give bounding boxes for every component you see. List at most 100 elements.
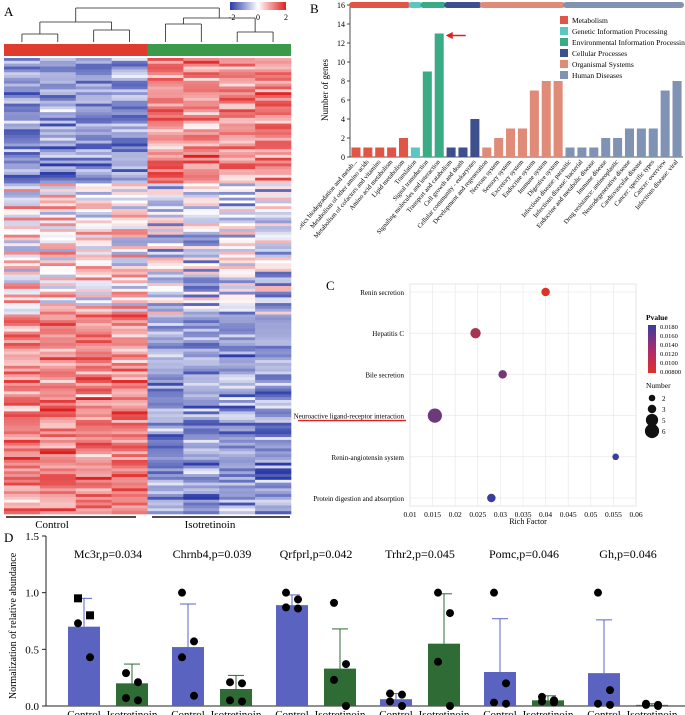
heatmap-cell	[4, 69, 41, 73]
heatmap-cell	[255, 146, 292, 150]
heatmap-cell	[111, 237, 148, 241]
heatmap-cell	[39, 157, 77, 161]
heatmap-cell	[75, 371, 112, 375]
heatmap-cell	[219, 382, 256, 387]
heatmap-cell	[75, 471, 112, 475]
heatmap-cell	[39, 468, 77, 472]
gene-label: Mc3r,p=0.034	[74, 547, 142, 561]
heatmap-cell	[75, 294, 112, 298]
heatmap-cell	[111, 268, 148, 273]
heatmap-cell	[183, 163, 220, 167]
heatmap-cell	[183, 197, 220, 201]
heatmap-cell	[255, 66, 292, 70]
heatmap-cell	[75, 434, 112, 438]
heatmap-cell	[147, 491, 184, 495]
heatmap-cell	[183, 203, 220, 207]
heatmap-cell	[39, 95, 77, 99]
heatmap-cell	[111, 417, 148, 421]
heatmap-cell	[75, 220, 112, 224]
heatmap-cell	[219, 274, 256, 278]
heatmap-cell	[147, 479, 184, 483]
heatmap-cell	[39, 494, 77, 498]
heatmap-cell	[183, 448, 220, 452]
heatmap-cell	[255, 445, 292, 449]
bar	[470, 119, 480, 157]
heatmap-cell	[255, 360, 292, 364]
heatmap-cell	[111, 340, 148, 344]
heatmap-cell	[255, 268, 292, 273]
heatmap-cell	[183, 320, 220, 324]
heatmap-cell	[183, 300, 220, 304]
heatmap-cell	[75, 217, 112, 221]
x-tick-label: 0.015	[424, 510, 441, 519]
heatmap-cell	[39, 357, 77, 361]
heatmap-cell	[147, 308, 184, 312]
heatmap-cell	[111, 485, 148, 489]
heatmap-cell	[39, 89, 77, 93]
heatmap-cell	[183, 58, 220, 62]
heatmap-cell	[75, 323, 112, 327]
heatmap-cell	[111, 172, 148, 176]
heatmap-cell	[4, 152, 41, 156]
bar	[672, 81, 682, 157]
heatmap-cell	[4, 240, 41, 244]
heatmap-cell	[183, 331, 220, 335]
heatmap-cell	[4, 223, 41, 227]
heatmap-cell	[4, 197, 41, 201]
heatmap-cell	[4, 95, 41, 99]
heatmap-cell	[183, 317, 220, 321]
number-legend-label: 2	[662, 395, 666, 403]
heatmap-cell	[183, 476, 220, 481]
panel-letter-d: D	[4, 530, 13, 545]
heatmap-cell	[183, 172, 220, 176]
heatmap-cell	[75, 243, 112, 247]
heatmap-cell	[4, 348, 41, 352]
heatmap-cell	[39, 459, 77, 463]
heatmap-cell	[111, 428, 148, 432]
heatmap-cell	[4, 459, 41, 463]
heatmap-cell	[147, 146, 184, 150]
heatmap-cell	[111, 63, 148, 67]
data-point	[282, 588, 290, 597]
heatmap-cell	[183, 340, 220, 344]
heatmap-cell	[255, 417, 292, 421]
bar	[363, 147, 373, 157]
heatmap-cell	[255, 291, 292, 295]
heatmap-cell	[255, 149, 292, 153]
heatmap-cell	[111, 431, 148, 435]
heatmap-cell	[219, 345, 256, 349]
heatmap-cell	[111, 288, 148, 292]
data-point	[178, 588, 186, 597]
heatmap-cell	[75, 186, 112, 190]
heatmap-cell	[39, 223, 77, 227]
heatmap-cell	[111, 194, 148, 198]
heatmap-cell	[39, 439, 77, 444]
data-point	[594, 699, 602, 708]
heatmap-cell	[4, 499, 41, 503]
heatmap-cell	[39, 246, 77, 250]
heatmap-cell	[219, 465, 256, 469]
data-point	[74, 619, 82, 628]
data-point	[386, 697, 394, 706]
heatmap-cell	[39, 189, 77, 193]
heatmap-cell	[255, 95, 292, 99]
heatmap-cell	[111, 402, 148, 406]
heatmap-cell	[111, 488, 148, 492]
heatmap-cell	[111, 200, 148, 204]
heatmap-cell	[219, 311, 256, 315]
heatmap-cell	[4, 439, 41, 444]
heatmap-cell	[4, 97, 41, 102]
heatmap-cell	[255, 476, 292, 481]
bar-control	[68, 626, 100, 706]
heatmap-cell	[4, 482, 41, 486]
heatmap-cell	[39, 69, 77, 73]
heatmap-cell	[39, 508, 77, 512]
heatmap-cell	[219, 471, 256, 475]
heatmap-cell	[111, 112, 148, 116]
heatmap-cell	[39, 371, 77, 375]
heatmap-cell	[255, 231, 292, 235]
heatmap-cell	[255, 380, 292, 384]
heatmap-cell	[111, 459, 148, 463]
heatmap-cell	[255, 60, 292, 64]
heatmap-cell	[75, 343, 112, 347]
